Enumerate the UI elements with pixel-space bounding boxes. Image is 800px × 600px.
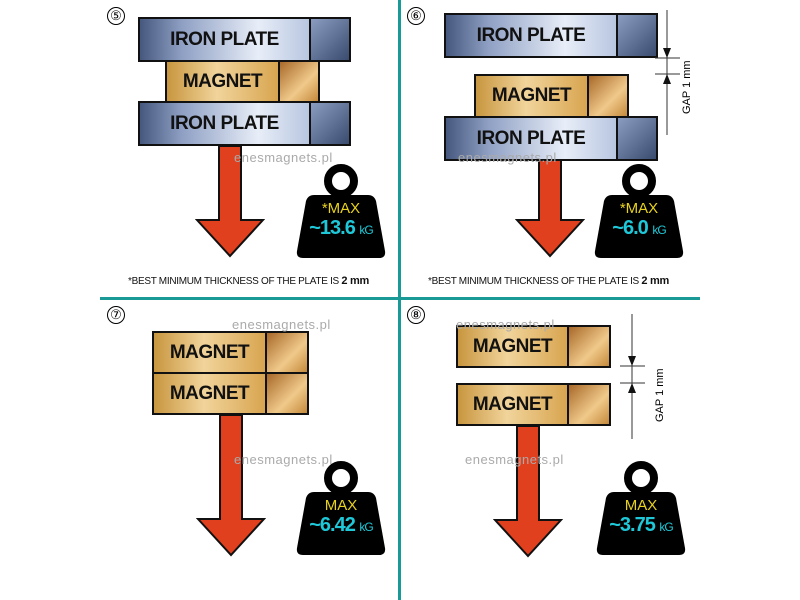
vertical-divider (398, 0, 401, 600)
iron-plate-bottom: IRON PLATE (138, 101, 351, 146)
watermark: enesmagnets.pl (234, 150, 333, 165)
iron-plate-top: IRON PLATE (138, 17, 351, 62)
gap-dimension-icon (620, 314, 645, 439)
watermark: enesmagnets.pl (456, 317, 555, 332)
panel-number: ⑧ (407, 306, 425, 324)
arrow-down-icon (515, 160, 585, 258)
thickness-note: *BEST MINIMUM THICKNESS OF THE PLATE IS … (128, 275, 369, 287)
weight-icon (594, 164, 684, 258)
unit: kG (359, 223, 373, 237)
unit: kG (359, 520, 373, 534)
iron-plate-bottom: IRON PLATE (444, 116, 658, 161)
arrow-down-icon (493, 426, 563, 558)
gap-label: GAP 1 mm (654, 368, 666, 422)
watermark: enesmagnets.pl (232, 317, 331, 332)
gap-label: GAP 1 mm (681, 60, 693, 114)
weight-icon (296, 164, 386, 258)
magnet: MAGNET (165, 60, 320, 103)
unit: kG (659, 520, 673, 534)
max-value: ~6.42 (309, 514, 356, 536)
thickness-note: *BEST MINIMUM THICKNESS OF THE PLATE IS … (428, 275, 669, 287)
magnet-bottom: MAGNET (152, 372, 309, 415)
watermark: enesmagnets.pl (465, 452, 564, 467)
magnet: MAGNET (474, 74, 629, 118)
max-value: ~6.0 (612, 217, 648, 239)
max-value: ~3.75 (609, 514, 656, 536)
max-value: ~13.6 (309, 217, 356, 239)
watermark: enesmagnets.pl (234, 452, 333, 467)
weight-icon (296, 461, 386, 555)
watermark: enesmagnets.pl (458, 150, 557, 165)
max-label: *MAX (619, 200, 659, 217)
max-label: *MAX (321, 200, 361, 217)
panel-number: ⑦ (107, 306, 125, 324)
arrow-down-icon (195, 146, 265, 258)
gap-dimension-icon (655, 10, 680, 135)
iron-plate-top: IRON PLATE (444, 13, 658, 58)
max-label: MAX (624, 497, 658, 514)
unit: kG (652, 223, 666, 237)
magnet-bottom: MAGNET (456, 383, 611, 426)
magnet-top: MAGNET (456, 325, 611, 368)
magnet-top: MAGNET (152, 331, 309, 374)
horizontal-divider (100, 297, 700, 300)
weight-icon (596, 461, 686, 555)
panel-number: ⑤ (107, 7, 125, 25)
max-label: MAX (324, 497, 358, 514)
arrow-down-icon (196, 415, 266, 557)
panel-number: ⑥ (407, 7, 425, 25)
